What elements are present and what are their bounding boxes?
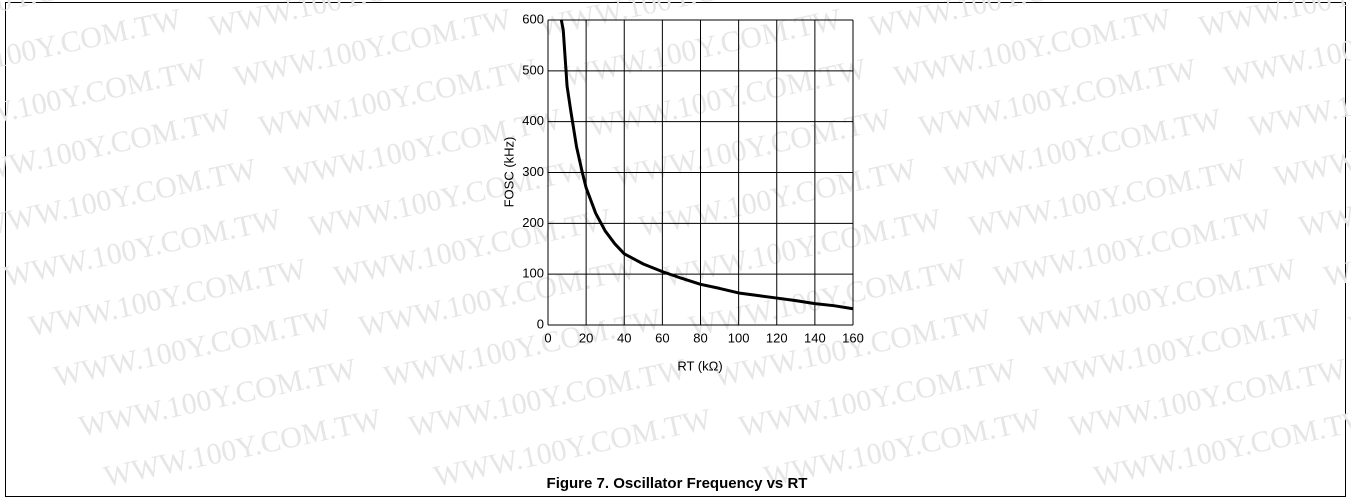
- frame: [5, 2, 1346, 497]
- y-tick-label: 600: [522, 11, 544, 26]
- y-tick-label: 500: [522, 62, 544, 77]
- x-tick-label: 60: [655, 330, 669, 345]
- x-tick-label: 40: [617, 330, 631, 345]
- x-tick-label: 80: [693, 330, 707, 345]
- x-tick-label: 120: [766, 330, 788, 345]
- data-line: [559, 19, 854, 311]
- y-tick-label: 200: [522, 215, 544, 230]
- x-tick-label: 20: [579, 330, 593, 345]
- y-axis-label: FOSC (kHz): [501, 137, 516, 208]
- x-tick-label: 140: [804, 330, 826, 345]
- y-tick-label: 400: [522, 113, 544, 128]
- x-axis-label: RT (kΩ): [677, 358, 722, 373]
- caption: Figure 7. Oscillator Frequency vs RT: [547, 475, 808, 492]
- y-tick-label: 0: [537, 316, 544, 331]
- x-tick-label: 0: [544, 330, 551, 345]
- x-tick-label: 100: [728, 330, 750, 345]
- y-tick-label: 100: [522, 266, 544, 281]
- y-tick-label: 300: [522, 164, 544, 179]
- x-tick-label: 160: [842, 330, 864, 345]
